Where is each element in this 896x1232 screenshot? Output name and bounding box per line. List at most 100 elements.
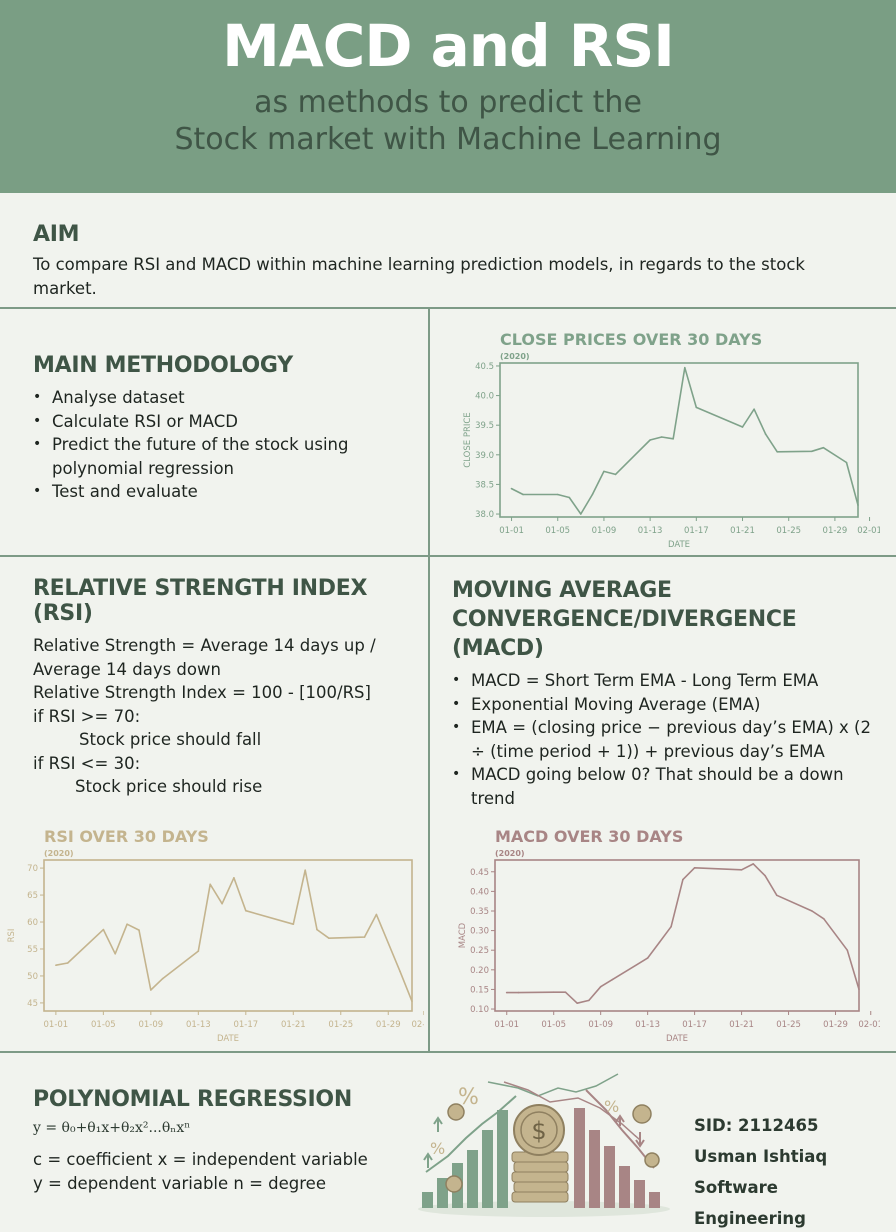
data-point [858, 988, 860, 991]
poster-subtitle-line1: as methods to predict the [254, 85, 642, 120]
x-tick-label: 01-05 [545, 526, 570, 536]
x-tick-label: 01-29 [376, 1020, 401, 1030]
methodology-list: Analyse dataset Calculate RSI or MACD Pr… [33, 386, 413, 504]
macd-chart: MACD OVER 30 DAYS (2020) 0.10 0.15 0.20 0.25 0… [458, 827, 880, 1044]
rsi-chart: RSI OVER 30 DAYS (2020) 45 50 55 60 65 70 01-01 0… [7, 827, 424, 1044]
rsi-section: RELATIVE STRENGTH INDEX (RSI) Relative S… [33, 576, 423, 799]
data-point [552, 991, 555, 993]
data-point [682, 878, 684, 881]
data-point [684, 366, 686, 369]
plot-frame [494, 859, 860, 1012]
polynomial-definitions: c = coefficient x = independent variable… [33, 1148, 413, 1195]
data-point [138, 929, 140, 931]
x-tick-label: 01-09 [138, 1020, 163, 1030]
data-point [161, 977, 164, 980]
methodology-section: MAIN METHODOLOGY Analyse dataset Calcula… [33, 353, 413, 504]
macd-list: MACD = Short Term EMA - Long Term EMA Ex… [452, 669, 872, 810]
data-point [599, 985, 602, 988]
chart-subtitle: (2020) [495, 849, 525, 858]
y-tick-label: 0.10 [470, 1005, 489, 1015]
data-point [672, 438, 674, 440]
x-tick-label: 01-29 [823, 526, 848, 536]
y-axis-label: RSI [7, 929, 17, 943]
x-tick-label: 02-01 [857, 526, 880, 536]
rsi-line: if RSI <= 30: [33, 753, 141, 773]
data-point [505, 991, 508, 994]
data-point [126, 923, 128, 925]
x-tick-label: 01-01 [499, 526, 524, 536]
data-point [245, 909, 247, 912]
data-point [649, 439, 651, 441]
poster-header: MACD and RSI as methods to predict the S… [0, 0, 896, 193]
author-info: SID: 2112465 Usman Ishtiaq Software Engi… [694, 1110, 884, 1232]
list-item: Predict the future of the stock using po… [33, 433, 413, 480]
data-point [66, 962, 69, 964]
x-tick-label: 01-01 [44, 1020, 69, 1030]
x-tick-label: 01-17 [684, 526, 709, 536]
data-point [576, 1002, 578, 1004]
y-axis-label: MACD [458, 922, 468, 948]
y-tick-label: 50 [27, 972, 38, 982]
list-item: MACD going below 0? That should be a dow… [452, 763, 872, 810]
data-point [811, 450, 813, 453]
rsi-line: Stock price should rise [75, 777, 263, 796]
macd-heading-line: MOVING AVERAGE [452, 578, 672, 603]
x-tick-label: 01-21 [281, 1020, 306, 1030]
data-point [564, 991, 567, 993]
data-point [764, 874, 766, 877]
y-tick-label: 40.0 [475, 392, 494, 402]
x-tick-label: 01-13 [635, 1020, 660, 1030]
data-point [811, 910, 813, 912]
data-point [740, 869, 743, 871]
x-tick-label: 01-29 [823, 1020, 848, 1030]
divider-middle [0, 555, 896, 557]
data-point [741, 426, 744, 428]
rsi-line: Stock price should fall [79, 730, 262, 749]
rsi-line: Average 14 days down [33, 659, 221, 679]
x-tick-label: 01-01 [494, 1020, 519, 1030]
data-point [114, 953, 116, 955]
y-tick-label: 65 [27, 891, 38, 901]
y-tick-label: 70 [27, 864, 38, 874]
x-tick-label: 01-09 [592, 526, 617, 536]
rsi-line: Relative Strength Index = 100 - [100/RS] [33, 683, 371, 702]
data-point [375, 913, 378, 916]
list-item: Analyse dataset [33, 386, 413, 410]
divider-bottom [0, 1051, 896, 1053]
rsi-line: Relative Strength = Average 14 days up / [33, 636, 376, 655]
x-tick-label: 01-21 [729, 1020, 754, 1030]
data-point [510, 487, 513, 490]
y-tick-label: 38.0 [475, 510, 494, 520]
poster-subtitle-line2: Stock market with Machine Learning [174, 122, 722, 157]
data-point [399, 970, 401, 973]
y-tick-label: 0.15 [470, 985, 489, 995]
macd-heading-line: CONVERGENCE/DIVERGENCE [452, 607, 797, 632]
chart-title: RSI OVER 30 DAYS [44, 827, 209, 846]
y-tick-label: 0.30 [470, 927, 489, 937]
data-point [822, 446, 825, 449]
data-point [611, 978, 614, 981]
series-line [506, 863, 860, 1004]
x-tick-label: 01-21 [730, 526, 755, 536]
list-item: MACD = Short Term EMA - Long Term EMA [452, 669, 872, 693]
data-point [646, 957, 649, 959]
data-point [197, 950, 200, 952]
list-item: Test and evaluate [33, 480, 413, 504]
y-tick-label: 38.5 [475, 480, 494, 490]
data-point [221, 902, 223, 905]
data-point [55, 964, 57, 966]
data-point [764, 433, 767, 435]
rsi-description: Relative Strength = Average 14 days up /… [33, 634, 423, 799]
x-tick-label: 01-25 [328, 1020, 353, 1030]
data-point [363, 936, 366, 938]
y-tick-label: 40.5 [475, 362, 494, 372]
author-course: Software Engineering [694, 1178, 806, 1228]
y-tick-label: 39.0 [475, 451, 494, 461]
y-tick-label: 45 [27, 999, 38, 1009]
data-point [776, 451, 778, 453]
data-point [603, 470, 605, 473]
rsi-line: if RSI >= 70: [33, 706, 141, 726]
data-point [591, 493, 594, 496]
x-tick-label: 01-09 [588, 1020, 613, 1030]
data-point [658, 941, 661, 944]
